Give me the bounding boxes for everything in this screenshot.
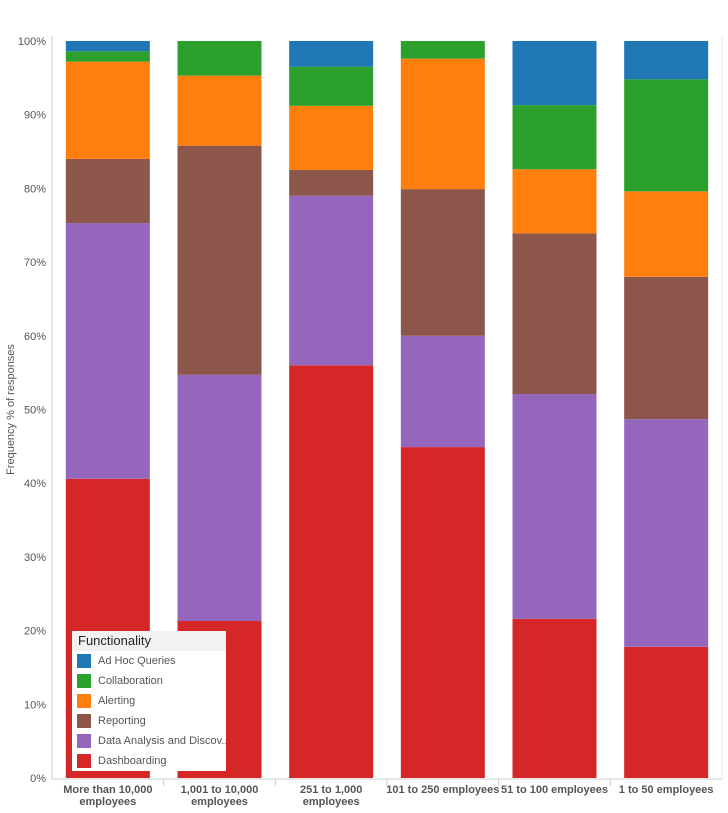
legend-title: Functionality: [72, 631, 226, 651]
legend-item[interactable]: Data Analysis and Discov..: [72, 731, 228, 751]
legend-item[interactable]: Dashboarding: [72, 751, 226, 771]
x-tick-label: 1,001 to 10,000: [181, 784, 259, 796]
legend-label: Alerting: [98, 695, 136, 707]
y-tick-label: 100%: [18, 36, 46, 48]
y-tick-label: 50%: [24, 405, 46, 417]
bar-segment: [65, 41, 150, 52]
bar-segment: [65, 51, 150, 62]
bar-segment: [512, 41, 597, 106]
bar-segment: [65, 158, 150, 224]
x-tick-label: 251 to 1,000: [300, 784, 362, 796]
bar-segment: [400, 335, 485, 448]
y-tick-label: 20%: [24, 626, 46, 638]
legend-swatch: [77, 754, 91, 768]
x-tick-label: 51 to 100 employees: [501, 784, 608, 796]
legend-swatch: [77, 654, 91, 668]
x-tick-label: 101 to 250 employees: [386, 784, 499, 796]
y-axis-title: Frequency % of responses: [5, 344, 17, 475]
bar-segment: [400, 447, 485, 778]
y-tick-label: 30%: [24, 552, 46, 564]
bar-segment: [512, 169, 597, 234]
x-tick-label: employees: [191, 796, 248, 808]
legend-label: Ad Hoc Queries: [98, 655, 176, 667]
bar-segment: [289, 105, 374, 170]
bar-segment: [289, 169, 374, 196]
bar-segment: [289, 195, 374, 366]
y-tick-label: 40%: [24, 478, 46, 490]
y-tick-label: 70%: [24, 257, 46, 269]
legend-item[interactable]: Alerting: [72, 691, 226, 711]
y-tick-label: 80%: [24, 183, 46, 195]
bar-segment: [289, 66, 374, 106]
legend-swatch: [77, 694, 91, 708]
legend-label: Reporting: [98, 715, 146, 727]
legend-label: Dashboarding: [98, 755, 167, 767]
bar-segment: [512, 394, 597, 619]
legend-swatch: [77, 734, 91, 748]
x-tick-label: More than 10,000: [63, 784, 152, 796]
bar-segment: [177, 41, 262, 76]
bar-segment: [177, 145, 262, 375]
bar-segment: [400, 41, 485, 59]
x-tick-label: employees: [303, 796, 360, 808]
y-tick-label: 10%: [24, 699, 46, 711]
bar-segment: [624, 646, 709, 778]
x-tick-label: employees: [79, 796, 136, 808]
legend-item[interactable]: Ad Hoc Queries: [72, 651, 226, 671]
bar-segment: [65, 223, 150, 479]
legend-swatch: [77, 714, 91, 728]
bar-segment: [289, 365, 374, 778]
legend-label: Data Analysis and Discov..: [98, 735, 228, 747]
y-tick-label: 60%: [24, 331, 46, 343]
legend-item[interactable]: Reporting: [72, 711, 226, 731]
bar-segment: [177, 75, 262, 146]
y-tick-label: 0%: [30, 773, 46, 785]
legend-label: Collaboration: [98, 675, 163, 687]
bar-segment: [624, 276, 709, 420]
bar-segment: [624, 191, 709, 277]
bar-segment: [177, 374, 262, 622]
y-tick-label: 90%: [24, 110, 46, 122]
bar-segment: [65, 61, 150, 159]
bar-segment: [512, 105, 597, 170]
bar-segment: [624, 79, 709, 192]
bar-segment: [400, 58, 485, 190]
bar-segment: [624, 41, 709, 80]
bar-segment: [400, 189, 485, 336]
legend-item[interactable]: Collaboration: [72, 671, 226, 691]
legend-swatch: [77, 674, 91, 688]
bar-segment: [512, 618, 597, 778]
x-tick-label: 1 to 50 employees: [619, 784, 714, 796]
bar-segment: [512, 233, 597, 395]
bar-segment: [624, 419, 709, 647]
bar-segment: [289, 41, 374, 67]
legend: Functionality Ad Hoc Queries Collaboratio…: [72, 631, 228, 771]
